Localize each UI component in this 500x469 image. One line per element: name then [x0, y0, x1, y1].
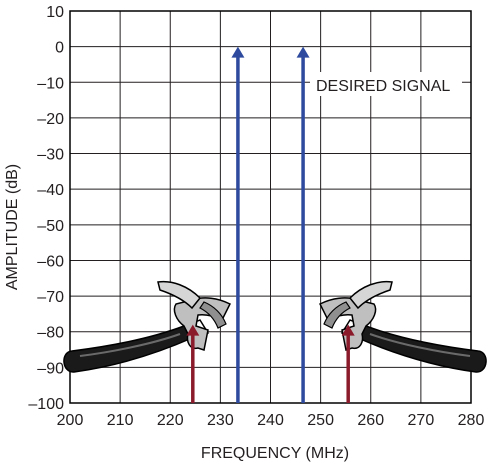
y-axis-title: AMPLITUDE (dB) — [4, 164, 21, 290]
x-tick-label: 260 — [357, 412, 384, 429]
x-tick-label: 230 — [207, 412, 234, 429]
x-tick-label: 240 — [257, 412, 284, 429]
y-tick-label: 0 — [55, 40, 64, 57]
annotation-background — [310, 72, 462, 96]
desired-signal-annotation: DESIRED SIGNAL — [316, 78, 450, 95]
x-axis-title: FREQUENCY (MHz) — [201, 445, 349, 462]
y-tick-label: –60 — [37, 253, 64, 270]
signal-arrow-head — [296, 46, 310, 58]
y-tick-label: 10 — [46, 4, 64, 21]
y-tick-label: –90 — [37, 360, 64, 377]
y-tick-label: –40 — [37, 182, 64, 199]
signal-arrow-head — [231, 46, 245, 58]
y-tick-label: –100 — [28, 396, 64, 413]
y-tick-label: –50 — [37, 218, 64, 235]
y-tick-label: –80 — [37, 325, 64, 342]
y-tick-labels: 10 0 –10 –20 –30 –40 –50 –60 –70 –80 –90 –100 — [28, 4, 64, 413]
plot-frame — [69, 10, 472, 404]
y-tick-label: –10 — [37, 75, 64, 92]
hammer-icon — [62, 280, 231, 374]
signal-marks — [186, 46, 355, 403]
x-tick-label: 280 — [458, 412, 485, 429]
y-tick-label: –20 — [37, 111, 64, 128]
x-tick-labels: 200 210 220 230 240 250 260 270 280 — [57, 412, 485, 429]
x-tick-label: 250 — [307, 412, 334, 429]
x-tick-label: 270 — [408, 412, 435, 429]
y-tick-label: –30 — [37, 147, 64, 164]
x-tick-label: 210 — [107, 412, 134, 429]
x-tick-label: 220 — [157, 412, 184, 429]
signal-arrow-head — [341, 324, 355, 336]
y-tick-label: –70 — [37, 289, 64, 306]
signal-arrow-head — [186, 324, 200, 336]
hammer-icon — [319, 280, 488, 374]
hammers — [62, 280, 488, 374]
x-tick-label: 200 — [57, 412, 84, 429]
